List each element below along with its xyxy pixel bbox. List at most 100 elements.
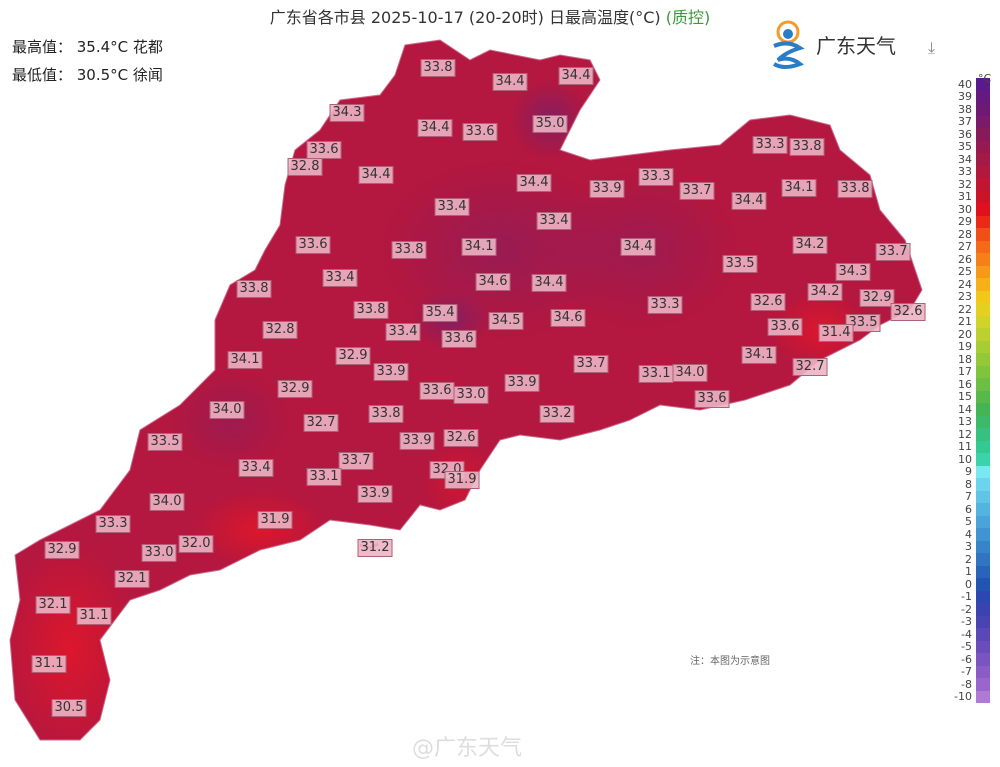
legend-label: 9 xyxy=(965,465,972,479)
legend-row: 5 xyxy=(944,515,990,528)
legend-swatch xyxy=(976,315,990,328)
legend-row: 9 xyxy=(944,465,990,479)
logo-text: 广东天气 xyxy=(816,33,896,58)
legend-label: 13 xyxy=(958,415,972,429)
legend-label: 16 xyxy=(958,377,972,391)
station-value-label: 33.6 xyxy=(295,236,331,254)
legend-row: 10 xyxy=(944,453,990,466)
station-value-label: 34.0 xyxy=(149,493,185,511)
station-value-label: 33.3 xyxy=(647,296,683,314)
legend-row: 2 xyxy=(944,553,990,566)
station-value-label: 33.8 xyxy=(391,241,427,259)
legend-row: 20 xyxy=(944,328,990,341)
legend-row: 30 xyxy=(944,203,990,216)
station-value-label: 33.5 xyxy=(147,433,183,451)
legend-swatch xyxy=(976,265,990,278)
legend-swatch xyxy=(976,153,990,166)
legend-swatch xyxy=(976,565,990,578)
station-value-label: 33.6 xyxy=(767,318,803,336)
legend-label: 25 xyxy=(958,265,972,279)
station-value-label: 33.7 xyxy=(573,355,609,373)
title-text: 广东省各市县 2025-10-17 (20-20时) 日最高温度(°C) xyxy=(269,8,661,27)
legend-swatch xyxy=(976,215,990,228)
station-value-label: 34.6 xyxy=(475,273,511,291)
station-value-label: 32.6 xyxy=(750,293,786,311)
legend-label: 28 xyxy=(958,227,972,241)
legend-label: 10 xyxy=(958,452,972,466)
legend-row: 33 xyxy=(944,165,990,178)
station-value-label: 32.7 xyxy=(303,414,339,432)
station-value-label: 30.5 xyxy=(51,699,87,717)
legend-row: -10 xyxy=(944,690,990,703)
station-value-label: 33.9 xyxy=(589,180,625,198)
station-value-label: 34.0 xyxy=(209,401,245,419)
station-value-label: 32.9 xyxy=(335,347,371,365)
legend-row: 26 xyxy=(944,253,990,266)
legend-label: 38 xyxy=(958,102,972,116)
legend-swatch xyxy=(976,178,990,191)
station-value-label: 33.8 xyxy=(837,180,873,198)
station-value-label: 32.9 xyxy=(277,380,313,398)
station-value-label: 33.4 xyxy=(434,198,470,216)
legend-swatch xyxy=(976,465,990,478)
station-value-label: 33.6 xyxy=(694,390,730,408)
legend-row: 22 xyxy=(944,303,990,316)
legend-row: 28 xyxy=(944,228,990,241)
qc-link[interactable]: (质控) xyxy=(665,8,711,27)
station-value-label: 33.6 xyxy=(462,123,498,141)
station-value-label: 33.9 xyxy=(373,363,409,381)
legend-swatch xyxy=(976,240,990,253)
legend-label: 6 xyxy=(965,502,972,516)
guangdong-weather-logo: 广东天气 xyxy=(766,16,896,72)
legend-label: 37 xyxy=(958,115,972,129)
legend-label: 22 xyxy=(958,302,972,316)
legend-label: 35 xyxy=(958,140,972,154)
legend-label: 21 xyxy=(958,315,972,329)
legend-row: 6 xyxy=(944,503,990,516)
legend-row: -5 xyxy=(944,640,990,653)
station-value-label: 34.3 xyxy=(835,263,871,281)
station-value-label: 31.9 xyxy=(257,511,293,529)
station-value-label: 34.4 xyxy=(620,238,656,256)
station-value-label: 33.5 xyxy=(722,255,758,273)
legend-label: 4 xyxy=(965,527,972,541)
station-value-label: 33.7 xyxy=(338,452,374,470)
legend-swatch xyxy=(976,228,990,241)
legend-swatch xyxy=(976,553,990,566)
station-value-label: 33.3 xyxy=(752,136,788,154)
legend-swatch xyxy=(976,503,990,516)
station-value-label: 32.8 xyxy=(262,321,298,339)
station-value-label: 33.7 xyxy=(679,182,715,200)
legend-label: 2 xyxy=(965,552,972,566)
legend-label: 27 xyxy=(958,240,972,254)
legend-row: -8 xyxy=(944,678,990,691)
download-icon[interactable]: ⤓ xyxy=(928,38,936,57)
station-value-label: 33.4 xyxy=(238,459,274,477)
legend-swatch xyxy=(976,653,990,666)
station-value-label: 33.0 xyxy=(453,386,489,404)
legend-swatch xyxy=(976,340,990,353)
legend-row: -3 xyxy=(944,615,990,628)
legend-swatch xyxy=(976,415,990,428)
legend-swatch xyxy=(976,590,990,603)
legend-row: -2 xyxy=(944,603,990,616)
legend-swatch xyxy=(976,140,990,153)
map-note: 注：本图为示意图 xyxy=(690,656,770,667)
legend-swatch xyxy=(976,78,990,91)
map-title: 广东省各市县 2025-10-17 (20-20时) 日最高温度(°C) (质控… xyxy=(0,4,980,28)
legend-swatch xyxy=(976,378,990,391)
legend-swatch xyxy=(976,253,990,266)
legend-row: 27 xyxy=(944,240,990,254)
legend-row: 29 xyxy=(944,215,990,228)
sun-wave-logo-icon xyxy=(772,20,805,69)
legend-swatch xyxy=(976,90,990,103)
legend-label: 31 xyxy=(958,190,972,204)
legend-label: 12 xyxy=(958,427,972,441)
legend-row: 0 xyxy=(944,578,990,591)
station-value-label: 33.0 xyxy=(141,544,177,562)
station-value-label: 33.6 xyxy=(419,382,455,400)
station-value-label: 34.2 xyxy=(807,283,843,301)
legend-swatch xyxy=(976,165,990,178)
legend-row: 1 xyxy=(944,565,990,578)
